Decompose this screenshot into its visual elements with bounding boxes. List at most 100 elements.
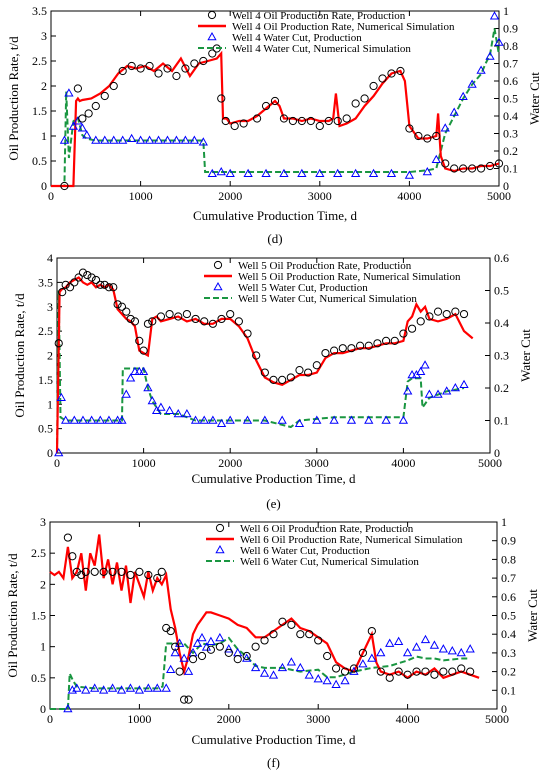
y2-tick-label: 0.8 — [503, 39, 518, 53]
data-point-triangle — [199, 415, 209, 424]
data-point-triangle — [467, 79, 477, 88]
data-point-circle — [113, 300, 122, 309]
x-tick-label: 0 — [48, 189, 54, 203]
data-point-circle — [230, 121, 239, 131]
data-point-triangle — [134, 685, 145, 694]
data-point-circle — [296, 630, 305, 639]
y2-tick-label: 0.6 — [501, 590, 516, 604]
data-point-circle — [381, 336, 391, 345]
data-point-circle — [130, 317, 140, 326]
data-point-circle — [78, 268, 88, 277]
legend-item: Well 6 Oil Production Rate, Production — [215, 523, 414, 535]
legend-item: Well 4 Oil Production Rate, Numerical Si… — [198, 21, 455, 33]
data-point-triangle — [100, 135, 110, 144]
legend-label: Well 4 Water Cut, Production — [232, 32, 362, 44]
data-point-triangle — [385, 638, 395, 647]
y2-tick-label: 0.4 — [503, 109, 518, 123]
x-tick-label: 5000 — [487, 189, 511, 203]
data-point-triangle — [198, 137, 208, 146]
data-point-circle — [108, 567, 117, 576]
data-point-circle — [100, 91, 109, 101]
legend-swatch-circle — [213, 260, 223, 270]
data-point-triangle — [333, 168, 343, 178]
data-point-circle — [61, 280, 70, 289]
data-point-triangle — [170, 647, 180, 657]
data-point-circle — [171, 642, 180, 651]
data-point-circle — [154, 69, 163, 78]
data-point-triangle — [215, 632, 225, 642]
data-point-circle — [423, 134, 432, 143]
legend-swatch-circle — [207, 10, 217, 20]
data-point-triangle — [225, 168, 235, 178]
legend-label: Well 5 Oil Production Rate, Numerical Si… — [238, 271, 461, 283]
x-axis-label: Cumulative Production Time, d — [192, 471, 356, 486]
data-point-circle — [78, 114, 87, 123]
data-point-triangle — [315, 168, 325, 178]
data-point-triangle — [216, 418, 227, 428]
data-point-triangle — [90, 683, 100, 692]
y2-tick-label: 0.1 — [494, 414, 509, 428]
data-point-circle — [221, 116, 230, 126]
legend-label: Well 6 Water Cut, Numerical Simulation — [240, 556, 419, 568]
data-point-circle — [305, 630, 314, 639]
x-tick-label: 3000 — [305, 456, 329, 470]
data-point-circle — [144, 570, 153, 580]
chart-panel-3: 0 1000 2000 3000 4000 500000.511.522.5300.10.… — [5, 515, 540, 770]
data-point-circle — [126, 314, 135, 324]
series-line — [55, 276, 474, 454]
data-point-circle — [297, 116, 306, 126]
simulation-dashed-line — [51, 28, 500, 187]
y-tick-label: 2.5 — [32, 54, 47, 68]
data-point-circle — [269, 375, 278, 384]
y-tick-label: 1.5 — [31, 609, 46, 623]
series-dashed — [56, 290, 465, 454]
legend-swatch-triangle — [207, 31, 217, 41]
chart-panel-1: 0 1000 2000 3000 4000 500000.511.522.533.500.… — [6, 4, 542, 246]
y-axis-label: Oil Production Rate, t/d — [6, 36, 21, 161]
y-tick-label: 3 — [47, 300, 53, 314]
data-point-triangle — [261, 168, 271, 178]
y2-tick-label: 0.3 — [501, 646, 516, 660]
data-point-triangle — [458, 91, 468, 101]
y-tick-label: 0 — [47, 446, 53, 460]
series-circle — [60, 44, 504, 191]
y-tick-label: 3 — [40, 515, 46, 529]
data-point-triangle — [179, 653, 189, 662]
x-axis-label: Cumulative Production Time, d — [192, 732, 356, 747]
data-point-circle — [109, 283, 118, 292]
data-point-triangle — [456, 647, 466, 657]
data-point-circle — [148, 317, 157, 326]
data-point-circle — [459, 164, 468, 173]
y-tick-label: 2 — [40, 577, 46, 591]
x-tick-label: 3000 — [308, 189, 332, 203]
data-point-circle — [143, 319, 153, 328]
y2-tick-label: 0.5 — [494, 284, 509, 298]
data-point-circle — [135, 336, 144, 345]
data-point-circle — [278, 375, 287, 384]
data-point-circle — [208, 319, 217, 328]
legend-label: Well 4 Oil Production Rate, Numerical Si… — [232, 21, 455, 33]
data-point-circle — [73, 84, 82, 93]
data-point-circle — [200, 317, 209, 326]
y2-tick-label: 0 — [501, 702, 507, 716]
y-tick-label: 0 — [41, 179, 47, 193]
x-tick-label: 3000 — [306, 712, 330, 726]
data-point-circle — [390, 336, 399, 345]
data-point-circle — [153, 574, 162, 583]
data-point-circle — [485, 161, 495, 171]
y2-tick-label: 0.4 — [494, 316, 509, 330]
data-point-circle — [135, 567, 144, 576]
data-point-circle — [252, 351, 261, 360]
data-point-triangle — [125, 373, 136, 382]
panel-label: (f) — [267, 755, 280, 770]
data-point-circle — [127, 61, 136, 71]
data-point-circle — [166, 626, 175, 636]
data-point-triangle — [381, 415, 391, 424]
x-tick-label: 5000 — [478, 456, 502, 470]
data-point-triangle — [143, 683, 153, 692]
data-point-triangle — [431, 154, 441, 164]
data-point-circle — [416, 317, 425, 326]
data-point-triangle — [489, 11, 500, 20]
data-point-triangle — [268, 670, 279, 679]
data-point-triangle — [138, 366, 149, 376]
